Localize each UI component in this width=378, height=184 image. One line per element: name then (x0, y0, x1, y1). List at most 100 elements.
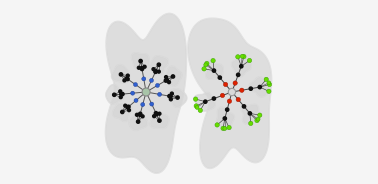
Circle shape (240, 88, 244, 92)
Circle shape (140, 66, 143, 69)
Circle shape (142, 77, 146, 81)
Circle shape (233, 81, 237, 85)
Circle shape (119, 90, 122, 93)
Circle shape (242, 105, 246, 108)
Circle shape (164, 76, 167, 79)
Circle shape (167, 81, 170, 84)
Circle shape (131, 91, 135, 95)
Circle shape (149, 78, 153, 82)
Circle shape (240, 65, 243, 68)
Polygon shape (150, 111, 169, 129)
Circle shape (139, 59, 142, 63)
Circle shape (257, 113, 262, 117)
Circle shape (119, 73, 122, 76)
Polygon shape (105, 13, 186, 173)
Circle shape (248, 112, 251, 115)
Circle shape (194, 104, 198, 108)
Polygon shape (188, 18, 272, 169)
Circle shape (212, 69, 215, 72)
Polygon shape (206, 60, 223, 79)
Circle shape (227, 99, 232, 103)
Circle shape (125, 77, 128, 80)
Circle shape (249, 87, 253, 90)
Polygon shape (249, 77, 270, 97)
Polygon shape (231, 57, 251, 77)
Circle shape (134, 98, 138, 102)
Circle shape (120, 93, 122, 96)
Circle shape (158, 119, 161, 122)
Circle shape (267, 81, 271, 85)
Circle shape (127, 105, 130, 108)
Circle shape (220, 93, 225, 98)
Circle shape (126, 106, 129, 109)
Circle shape (194, 97, 198, 101)
Circle shape (204, 61, 209, 66)
Circle shape (227, 125, 231, 130)
Circle shape (154, 112, 158, 115)
Polygon shape (106, 84, 124, 104)
Circle shape (121, 110, 124, 114)
Circle shape (212, 97, 215, 100)
Circle shape (137, 66, 140, 69)
Circle shape (236, 97, 240, 102)
Circle shape (135, 113, 138, 116)
Circle shape (226, 108, 229, 111)
Circle shape (153, 115, 156, 118)
Circle shape (176, 96, 179, 99)
Circle shape (195, 105, 199, 109)
Circle shape (139, 112, 142, 116)
Circle shape (204, 100, 207, 103)
Circle shape (204, 63, 208, 67)
Circle shape (255, 118, 259, 123)
Polygon shape (113, 104, 132, 121)
Circle shape (221, 126, 225, 130)
Circle shape (223, 117, 226, 120)
Circle shape (169, 95, 172, 98)
Circle shape (119, 96, 122, 99)
Circle shape (133, 83, 138, 87)
Circle shape (141, 102, 145, 107)
Circle shape (164, 79, 167, 82)
Circle shape (242, 54, 246, 59)
Polygon shape (129, 112, 148, 130)
Polygon shape (164, 66, 182, 86)
Circle shape (155, 113, 158, 116)
Polygon shape (169, 89, 187, 107)
Circle shape (127, 109, 130, 112)
Circle shape (158, 92, 161, 96)
Circle shape (138, 114, 141, 116)
Circle shape (169, 98, 172, 101)
Circle shape (141, 115, 144, 118)
Circle shape (166, 79, 169, 81)
Circle shape (249, 121, 253, 126)
Circle shape (124, 104, 127, 107)
Circle shape (136, 120, 140, 123)
Polygon shape (112, 65, 130, 83)
Circle shape (223, 82, 228, 87)
Circle shape (150, 102, 154, 106)
Circle shape (126, 77, 129, 81)
Circle shape (267, 89, 271, 93)
Circle shape (157, 63, 161, 66)
Circle shape (228, 88, 235, 96)
Circle shape (264, 77, 268, 82)
Polygon shape (217, 107, 234, 129)
Circle shape (168, 94, 171, 98)
Circle shape (113, 93, 116, 96)
Polygon shape (194, 93, 215, 111)
Circle shape (126, 74, 129, 77)
Circle shape (258, 85, 262, 89)
Circle shape (143, 65, 146, 68)
Circle shape (152, 68, 155, 71)
Polygon shape (132, 53, 149, 69)
Circle shape (140, 67, 144, 71)
Circle shape (202, 67, 206, 71)
Circle shape (218, 76, 222, 79)
Circle shape (155, 70, 157, 72)
Circle shape (237, 73, 240, 77)
Circle shape (256, 117, 260, 121)
Polygon shape (241, 104, 259, 124)
Circle shape (155, 83, 160, 87)
Circle shape (223, 127, 227, 130)
Circle shape (142, 88, 150, 96)
